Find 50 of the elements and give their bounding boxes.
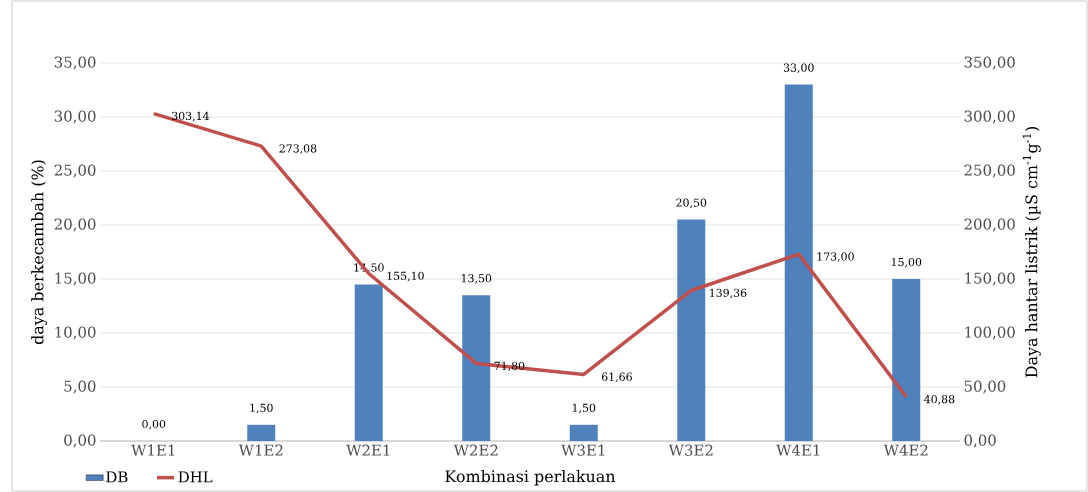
y-tick-label: 15,00 — [55, 272, 96, 286]
y-tick-label: 0,00 — [64, 434, 96, 448]
y2-axis-title: Daya hantar listrik (µS cm$^{-1}$g$^{-1}$) — [1022, 127, 1041, 378]
data-label: 1,50 — [250, 403, 273, 414]
x-axis-title: Kombinasi perlakuan — [445, 469, 616, 486]
legend-label: DB — [106, 471, 128, 483]
x-tick-label: W2E2 — [453, 444, 498, 456]
data-label: 0,00 — [142, 419, 166, 430]
y2-tick-label: 250,00 — [964, 164, 1015, 178]
x-tick-label: W2E1 — [346, 444, 390, 456]
y2-tick-label: 300,00 — [964, 110, 1015, 124]
legend-label: DHL — [178, 471, 213, 483]
y2-tick-label: 50,00 — [964, 380, 1006, 394]
data-label: 1,50 — [572, 403, 596, 414]
bar — [569, 424, 598, 441]
data-label: 273,08 — [279, 144, 317, 154]
y-tick-label: 20,00 — [54, 218, 96, 232]
data-label: 61,66 — [601, 372, 632, 383]
bar — [892, 279, 921, 441]
y-tick-label: 35,00 — [54, 56, 96, 70]
y2-tick-label: 100,00 — [965, 326, 1015, 340]
bar — [677, 219, 706, 441]
data-label: 20,50 — [676, 198, 707, 209]
y2-tick-label: 350,00 — [964, 56, 1015, 70]
bar — [462, 295, 491, 441]
y2-tick-label: 200,00 — [964, 218, 1015, 232]
y-tick-label: 10,00 — [55, 326, 96, 340]
data-label: 40,88 — [924, 395, 955, 405]
data-label: 15,00 — [891, 257, 922, 268]
data-label: 155,10 — [387, 271, 424, 282]
data-label: 303,14 — [172, 111, 210, 122]
x-tick-label: W1E1 — [131, 444, 175, 456]
data-label: 13,50 — [461, 274, 492, 284]
data-label: 33,00 — [783, 63, 814, 74]
y-tick-label: 30,00 — [54, 110, 96, 124]
y-axis-title: daya berkecambah (%) — [31, 160, 47, 345]
x-tick-label: W3E1 — [561, 444, 605, 456]
bar — [354, 284, 383, 441]
x-tick-label: W4E2 — [883, 444, 928, 456]
x-tick-label: W3E2 — [668, 444, 713, 456]
y2-tick-label: 150,00 — [965, 272, 1015, 286]
x-tick-label: W4E1 — [776, 444, 820, 456]
data-label: 139,36 — [710, 288, 747, 299]
y-tick-label: 25,00 — [54, 164, 96, 178]
y2-tick-label: 0,00 — [964, 434, 996, 448]
bar — [784, 84, 813, 441]
bar — [247, 424, 276, 441]
y-tick-label: 5,00 — [64, 380, 96, 394]
data-label: 173,00 — [817, 252, 854, 262]
x-tick-label: W1E2 — [238, 444, 283, 456]
